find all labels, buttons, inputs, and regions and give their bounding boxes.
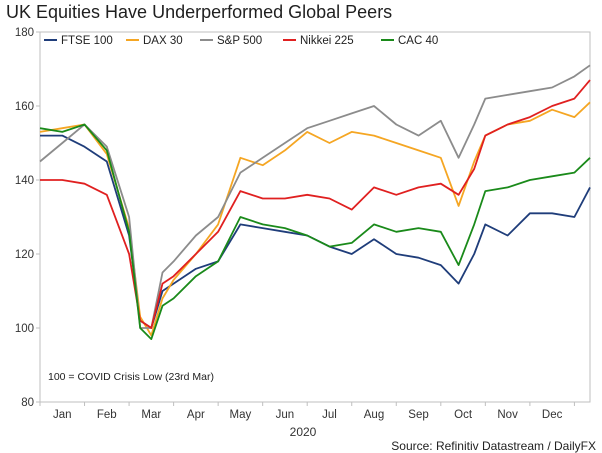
source-label: Source: Refinitiv Datastream / DailyFX: [391, 439, 596, 453]
series-line-dax-30: [39, 101, 591, 337]
chart-title: UK Equities Have Underperformed Global P…: [6, 2, 393, 22]
x-tick-label: Dec: [542, 409, 563, 421]
x-tick-label: Jun: [276, 409, 295, 421]
legend-label: S&P 500: [217, 35, 262, 47]
legend-label: FTSE 100: [61, 35, 113, 47]
legend-label: DAX 30: [143, 35, 183, 47]
x-tick-label: Aug: [364, 409, 384, 421]
y-tick-label: 100: [15, 323, 34, 335]
x-tick-label: Apr: [187, 409, 205, 421]
legend-label: CAC 40: [398, 35, 438, 47]
y-tick-label: 120: [15, 249, 34, 261]
series-lines: [39, 64, 591, 341]
plot-area: [39, 31, 591, 403]
x-tick-label: Nov: [497, 409, 518, 421]
x-axis-year-label: 2020: [290, 425, 317, 439]
x-tick-label: Sep: [408, 409, 428, 421]
series-line-cac-40: [39, 123, 591, 341]
chart-note: 100 = COVID Crisis Low (23rd Mar): [48, 371, 214, 383]
axes: 80 100 120 140 160 180 Jan Feb Mar Apr May Jun Jul Au…: [15, 27, 591, 421]
x-tick-label: Mar: [141, 409, 161, 421]
y-tick-label: 140: [15, 175, 34, 187]
x-tick-label: Jan: [53, 409, 72, 421]
y-tick-label: 160: [15, 101, 34, 113]
legend-label: Nikkei 225: [300, 35, 354, 47]
x-tick-label: Feb: [97, 409, 117, 421]
x-tick-label: Oct: [454, 409, 473, 421]
y-tick-label: 80: [21, 397, 34, 409]
series-line-ftse-100: [40, 134, 591, 329]
x-tick-label: Jul: [322, 409, 337, 421]
legend: FTSE 100 DAX 30 S&P 500 Nikkei 225 CAC 40: [44, 35, 438, 47]
x-tick-label: May: [230, 409, 252, 421]
y-tick-label: 180: [15, 27, 34, 39]
